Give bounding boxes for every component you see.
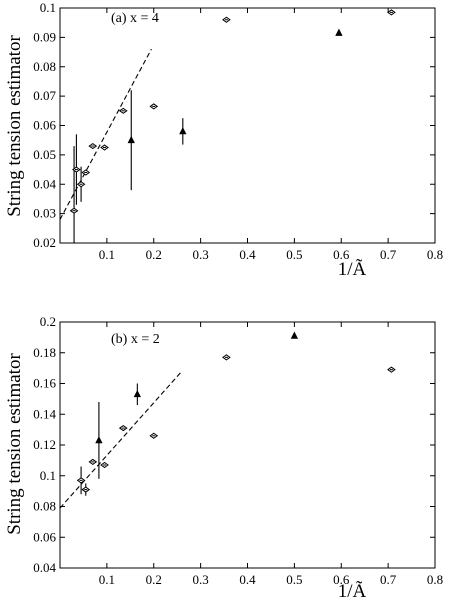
- data-point-triangle: [335, 28, 343, 36]
- x-tick-label: 0.1: [99, 572, 115, 587]
- x-tick-label: 0.7: [380, 247, 397, 262]
- x-tick-label: 0.5: [286, 247, 302, 262]
- y-tick-label: 0.04: [33, 176, 56, 191]
- y-tick-label: 0.14: [33, 406, 56, 421]
- x-tick-label: 0.8: [427, 247, 443, 262]
- dashed-fit-line: [60, 48, 152, 220]
- y-tick-label: 0.18: [33, 345, 56, 360]
- y-tick-label: 0.09: [33, 29, 56, 44]
- y-tick-label: 0.03: [33, 206, 56, 221]
- y-tick-label: 0.2: [40, 314, 56, 329]
- data-point-triangle: [127, 135, 135, 144]
- x-tick-label: 0.3: [193, 572, 209, 587]
- data-point-triangle: [179, 126, 187, 135]
- plot-area: [60, 9, 396, 243]
- x-tick-label: 0.3: [193, 247, 209, 262]
- x-tick-label: 0.4: [239, 247, 256, 262]
- y-tick-label: 0.06: [33, 529, 56, 544]
- x-tick-label: 0.6: [333, 572, 350, 587]
- plot-frame: [59, 7, 436, 244]
- y-axis-title: String tension estimator: [4, 353, 25, 535]
- y-tick-label: 0.05: [33, 147, 56, 162]
- data-point-triangle: [95, 435, 103, 444]
- panel-label: (a) x = 4: [111, 11, 159, 26]
- chart-panel-a: 0.1 0.2 0.3 0.4 0.5 0.6 0.7 0.8 0.02 0.03 0.04 0.05…: [4, 0, 443, 280]
- data-point-triangle: [290, 331, 299, 339]
- x-tick-label: 0.1: [99, 247, 115, 262]
- x-tick-label: 0.6: [333, 247, 350, 262]
- y-tick-label: 0.04: [33, 560, 56, 575]
- x-tick-label: 0.2: [146, 247, 162, 262]
- y-axis-title: String tension estimator: [4, 35, 25, 217]
- x-tick-label: 0.5: [286, 572, 302, 587]
- y-tick-label: 0.1: [40, 0, 56, 15]
- y-tick-label: 0.12: [33, 437, 56, 452]
- x-axis-title: 1/Ã: [338, 580, 367, 602]
- y-tick-label: 0.08: [33, 59, 56, 74]
- y-tick-label: 0.07: [33, 88, 56, 103]
- plot-area: [60, 331, 396, 509]
- dashed-fit-line: [60, 370, 183, 509]
- chart-panel-b: 0.1 0.2 0.3 0.4 0.5 0.6 0.7 0.8 0.04 0.06 0.08 0.1 0…: [4, 314, 443, 602]
- y-tick-label: 0.16: [33, 376, 56, 391]
- x-tick-label: 0.4: [239, 572, 256, 587]
- data-point-triangle: [133, 389, 141, 398]
- y-tick-label: 0.06: [33, 118, 56, 133]
- x-tick-label: 0.2: [146, 572, 162, 587]
- x-tick-label: 0.8: [427, 572, 443, 587]
- panel-label: (b) x = 2: [111, 332, 160, 347]
- y-tick-label: 0.1: [40, 468, 56, 483]
- y-tick-label: 0.08: [33, 499, 56, 514]
- x-axis-title: 1/Ã: [338, 258, 367, 280]
- y-tick-label: 0.02: [33, 235, 56, 250]
- x-tick-label: 0.7: [380, 572, 397, 587]
